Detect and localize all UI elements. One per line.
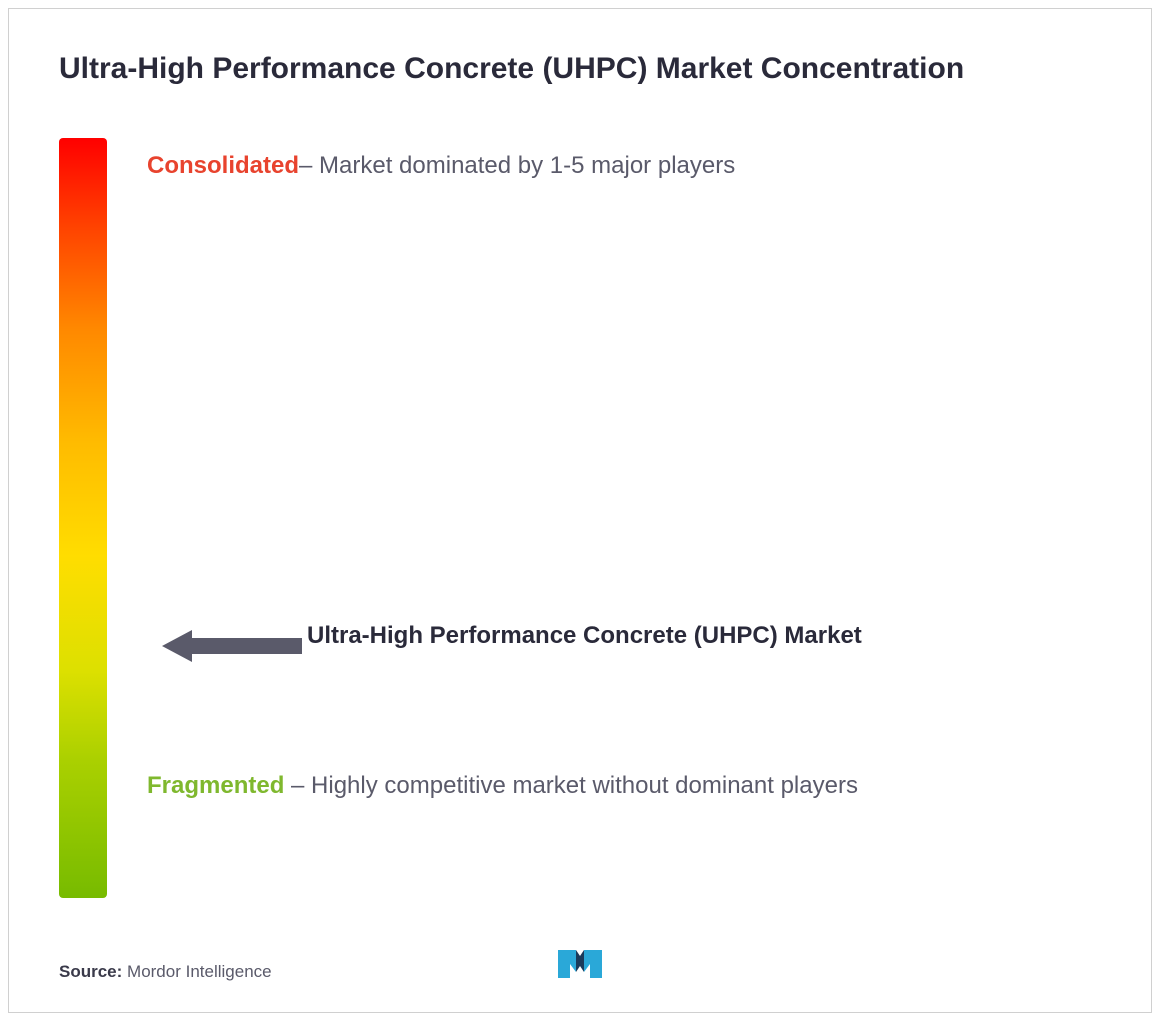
mordor-logo-icon bbox=[556, 946, 604, 987]
concentration-gradient-bar bbox=[59, 138, 107, 898]
labels-area: Consolidated– Market dominated by 1-5 ma… bbox=[107, 138, 1101, 898]
consolidated-label: Consolidated– Market dominated by 1-5 ma… bbox=[147, 143, 1081, 189]
source-label: Source: bbox=[59, 962, 122, 981]
consolidated-keyword: Consolidated bbox=[147, 152, 299, 179]
chart-title: Ultra-High Performance Concrete (UHPC) M… bbox=[59, 49, 1101, 88]
market-name: Ultra-High Performance Concrete (UHPC) M… bbox=[307, 622, 862, 649]
market-pointer-label: Ultra-High Performance Concrete (UHPC) M… bbox=[307, 613, 1081, 659]
source-attribution: Source: Mordor Intelligence bbox=[59, 962, 272, 982]
fragmented-keyword: Fragmented bbox=[147, 772, 284, 799]
source-value: Mordor Intelligence bbox=[127, 962, 272, 981]
fragmented-text: – Highly competitive market without domi… bbox=[284, 772, 858, 799]
chart-area: Consolidated– Market dominated by 1-5 ma… bbox=[59, 138, 1101, 898]
consolidated-text: – Market dominated by 1-5 major players bbox=[299, 152, 735, 179]
pointer-arrow bbox=[162, 628, 302, 664]
chart-container: Ultra-High Performance Concrete (UHPC) M… bbox=[8, 8, 1152, 1013]
fragmented-label: Fragmented – Highly competitive market w… bbox=[147, 763, 1081, 809]
